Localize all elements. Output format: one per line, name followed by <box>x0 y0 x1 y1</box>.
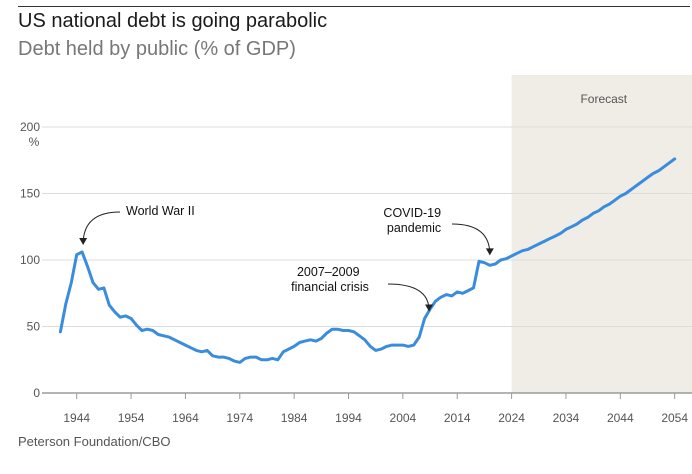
series-line <box>58 157 677 364</box>
y-tick-label: 100 <box>20 253 40 267</box>
x-tick-labels: 1944 1954 1964 1974 1984 1994 2004 2014 2024 2034… <box>63 393 688 425</box>
y-tick-label: 50 <box>27 320 41 334</box>
arrowhead-financial-crisis <box>425 304 434 312</box>
chart-subtitle: Debt held by public (% of GDP) <box>18 38 296 60</box>
arrow-world-war-ii <box>82 211 121 245</box>
chart-title: US national debt is going parabolic <box>18 10 328 32</box>
arrow-covid <box>451 223 491 255</box>
top-rule <box>18 6 690 7</box>
annotation-world-war-ii: World War II <box>126 204 195 218</box>
x-tick-label: 2054 <box>661 411 688 425</box>
x-tick-label: 1944 <box>63 411 90 425</box>
x-tick-label: 1984 <box>281 411 308 425</box>
x-tick-label: 2024 <box>498 411 525 425</box>
source-note: Peterson Foundation/CBO <box>18 434 171 449</box>
x-tick-label: 2014 <box>444 411 471 425</box>
x-tick-label: 1974 <box>226 411 253 425</box>
y-tick-label: 200 <box>20 120 40 134</box>
y-tick-label: 0 <box>33 386 40 400</box>
annotation-financial-crisis-line-1: 2007–2009 <box>297 265 360 279</box>
x-tick-label: 1964 <box>172 411 199 425</box>
x-tick-label: 2034 <box>553 411 580 425</box>
x-tick-label: 1954 <box>118 411 145 425</box>
annotation-financial-crisis-line-2: financial crisis <box>291 280 369 294</box>
x-tick-label: 1994 <box>335 411 362 425</box>
arrow-financial-crisis <box>387 283 430 311</box>
annotation-covid-line-2: pandemic <box>387 221 441 235</box>
x-tick-label: 2044 <box>607 411 634 425</box>
forecast-band <box>511 75 692 393</box>
annotation-covid: COVID-19 pandemic <box>383 206 444 235</box>
arrowhead-world-war-ii <box>79 238 88 246</box>
annotation-covid-line-1: COVID-19 <box>383 206 441 220</box>
annotation-world-war-ii-text: World War II <box>126 204 195 218</box>
y-tick-labels: 0 50 100 150 200 <box>20 120 40 400</box>
gridlines <box>42 126 692 394</box>
forecast-label: Forecast <box>580 92 627 106</box>
x-tick-label: 2004 <box>390 411 417 425</box>
annotation-financial-crisis: 2007–2009 financial crisis <box>291 265 369 294</box>
y-tick-label: 150 <box>20 187 40 201</box>
y-unit-label: % <box>29 135 40 149</box>
arrowhead-covid <box>485 248 494 256</box>
